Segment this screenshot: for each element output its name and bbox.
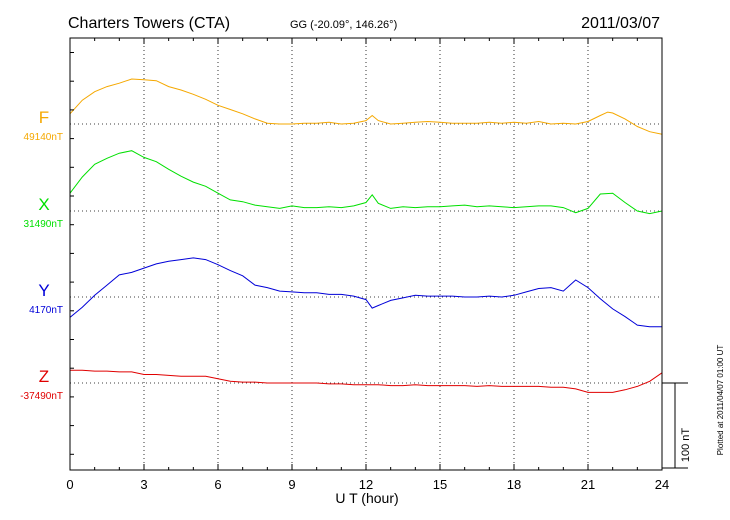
scale-bar bbox=[662, 382, 688, 469]
x-axis-label: U T (hour) bbox=[335, 490, 398, 506]
chart-date: 2011/03/07 bbox=[581, 15, 660, 32]
series-labels: F 49140nT X 31490nT Y 4170nT Z -37490nT bbox=[20, 108, 63, 402]
scale-bar-label: 100 nT bbox=[680, 428, 692, 463]
gridlines bbox=[143, 38, 589, 470]
series-baseline-f: 49140nT bbox=[24, 132, 63, 143]
x-tick-label: 0 bbox=[66, 477, 73, 492]
series-name-f: F bbox=[39, 108, 49, 127]
axis-ticks bbox=[69, 38, 663, 470]
series-line-f bbox=[69, 78, 663, 135]
series-name-z: Z bbox=[39, 367, 49, 386]
series-line-y bbox=[69, 257, 662, 328]
x-tick-label: 9 bbox=[288, 477, 295, 492]
x-tick-label: 6 bbox=[214, 477, 221, 492]
series-name-y: Y bbox=[38, 281, 49, 300]
x-tick-label: 12 bbox=[359, 477, 373, 492]
series-baseline-x: 31490nT bbox=[24, 219, 63, 230]
series-name-x: X bbox=[38, 195, 49, 214]
chart-title: Charters Towers (CTA) bbox=[68, 15, 230, 32]
x-tick-label: 24 bbox=[655, 477, 669, 492]
series-line-z bbox=[70, 369, 663, 393]
series-lines bbox=[69, 78, 663, 393]
series-baseline-z: -37490nT bbox=[20, 391, 63, 402]
plotted-at-footer: Plotted at 2011/04/07 01:00 UT bbox=[716, 345, 725, 456]
x-tick-label: 21 bbox=[581, 477, 595, 492]
series-baselines bbox=[70, 123, 662, 384]
series-baseline-y: 4170nT bbox=[29, 305, 63, 316]
x-tick-labels: 0 3 6 9 12 15 18 21 24 bbox=[66, 477, 669, 492]
series-line-x bbox=[69, 150, 663, 215]
x-tick-label: 18 bbox=[507, 477, 521, 492]
chart-subtitle: GG (-20.09°, 146.26°) bbox=[290, 19, 397, 31]
x-tick-label: 15 bbox=[433, 477, 447, 492]
x-tick-label: 3 bbox=[140, 477, 147, 492]
